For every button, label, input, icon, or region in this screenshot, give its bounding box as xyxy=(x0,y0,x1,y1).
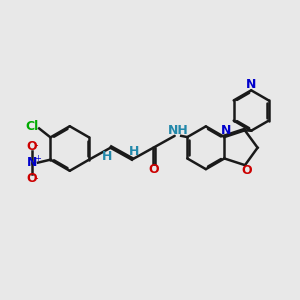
Text: H: H xyxy=(102,150,113,163)
Text: H: H xyxy=(129,145,140,158)
Text: Cl: Cl xyxy=(26,120,39,133)
Text: NH: NH xyxy=(168,124,189,137)
Text: N: N xyxy=(221,124,231,137)
Text: N: N xyxy=(246,78,256,91)
Text: N: N xyxy=(27,156,37,169)
Text: O: O xyxy=(27,140,37,153)
Text: -: - xyxy=(34,173,38,183)
Text: +: + xyxy=(34,154,41,163)
Text: O: O xyxy=(27,172,37,185)
Text: -: - xyxy=(34,140,38,150)
Text: O: O xyxy=(148,163,159,176)
Text: O: O xyxy=(241,164,252,177)
